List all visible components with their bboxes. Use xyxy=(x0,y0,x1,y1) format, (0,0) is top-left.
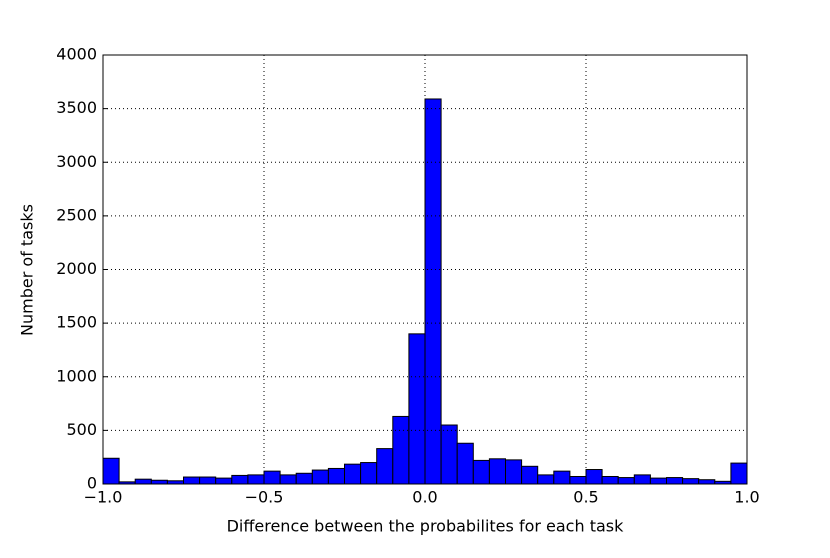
bar xyxy=(601,475,619,485)
bar xyxy=(472,459,490,485)
bar xyxy=(102,457,120,485)
bar xyxy=(569,475,587,485)
bar xyxy=(279,474,297,485)
bar xyxy=(424,98,442,485)
bar xyxy=(440,424,458,485)
x-tick-label: 1.0 xyxy=(734,488,759,507)
bar xyxy=(150,479,168,485)
bar xyxy=(521,465,539,485)
y-axis-label: Number of tasks xyxy=(18,204,37,336)
x-tick-label: −1.0 xyxy=(84,488,123,507)
bar xyxy=(633,474,651,485)
y-tick-label: 1000 xyxy=(56,366,97,385)
bar xyxy=(537,474,555,485)
bar xyxy=(295,472,313,485)
bar xyxy=(376,448,394,485)
y-tick-label: 1500 xyxy=(56,313,97,332)
bar xyxy=(199,476,217,485)
bar xyxy=(585,469,603,485)
bar xyxy=(215,477,233,485)
bar xyxy=(344,463,362,485)
bar xyxy=(505,459,523,485)
y-tick-label: 4000 xyxy=(56,45,97,64)
bar xyxy=(666,477,684,485)
bar xyxy=(617,477,635,485)
x-tick-label: −0.5 xyxy=(245,488,284,507)
bar xyxy=(730,462,748,485)
bar xyxy=(649,477,668,485)
bar xyxy=(263,470,281,485)
bar xyxy=(408,333,426,485)
x-tick-label: 0.5 xyxy=(573,488,598,507)
y-tick-label: 2500 xyxy=(56,205,97,224)
y-tick-label: 3000 xyxy=(56,152,97,171)
bar xyxy=(488,458,506,485)
bar xyxy=(456,442,474,485)
bar xyxy=(134,478,152,485)
x-axis-label: Difference between the probabilites for … xyxy=(227,517,625,536)
bar xyxy=(247,474,265,485)
bar xyxy=(327,467,345,485)
bar xyxy=(231,474,249,485)
y-tick-label: 3500 xyxy=(56,98,97,117)
y-tick-label: 500 xyxy=(66,420,97,439)
bar xyxy=(392,415,410,485)
y-tick-label: 2000 xyxy=(56,259,97,278)
y-tick-label: 0 xyxy=(87,474,97,493)
bar xyxy=(682,478,700,485)
plot-frame xyxy=(102,54,748,485)
bar xyxy=(553,470,571,485)
bar xyxy=(360,462,378,485)
bar xyxy=(183,476,201,485)
x-tick-label: 0.0 xyxy=(412,488,437,507)
bar xyxy=(698,479,716,485)
bar xyxy=(311,469,329,485)
